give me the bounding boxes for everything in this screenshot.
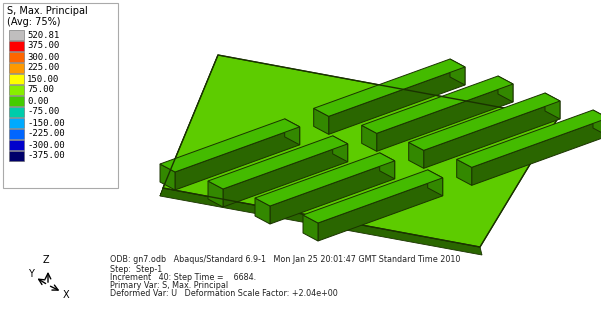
Text: 375.00: 375.00 [27, 42, 59, 51]
Text: -150.00: -150.00 [27, 119, 65, 128]
Polygon shape [160, 55, 218, 196]
Polygon shape [380, 153, 395, 179]
Polygon shape [457, 160, 472, 185]
Text: 520.81: 520.81 [27, 31, 59, 40]
Polygon shape [333, 136, 348, 162]
Text: 0.00: 0.00 [27, 97, 49, 106]
Text: Primary Var: S, Max. Principal: Primary Var: S, Max. Principal [110, 281, 228, 290]
Polygon shape [362, 76, 513, 133]
Polygon shape [208, 136, 348, 189]
Text: -300.00: -300.00 [27, 141, 65, 150]
Bar [9, 151, 24, 161]
Polygon shape [163, 55, 558, 247]
Polygon shape [223, 144, 348, 207]
Polygon shape [255, 153, 395, 206]
Bar [9, 118, 24, 128]
Polygon shape [545, 93, 560, 119]
Text: Increment   40: Step Time =    6684.: Increment 40: Step Time = 6684. [110, 273, 256, 282]
Polygon shape [314, 59, 465, 116]
Polygon shape [409, 93, 560, 151]
Polygon shape [314, 108, 329, 134]
Polygon shape [409, 142, 424, 168]
Polygon shape [593, 110, 601, 136]
Text: Z: Z [43, 255, 49, 265]
Polygon shape [270, 161, 395, 224]
Polygon shape [160, 188, 482, 255]
Polygon shape [362, 125, 377, 152]
Polygon shape [457, 110, 601, 167]
Text: 75.00: 75.00 [27, 86, 54, 95]
Bar [9, 140, 24, 150]
Bar [9, 30, 24, 40]
Text: Deformed Var: U   Deformation Scale Factor: +2.04e+00: Deformed Var: U Deformation Scale Factor… [110, 289, 338, 298]
Polygon shape [450, 59, 465, 85]
Bar [9, 129, 24, 139]
Polygon shape [175, 127, 300, 190]
Text: (Avg: 75%): (Avg: 75%) [7, 17, 61, 27]
Text: ODB: gn7.odb   Abaqus/Standard 6.9-1   Mon Jan 25 20:01:47 GMT Standard Time 201: ODB: gn7.odb Abaqus/Standard 6.9-1 Mon J… [110, 255, 460, 264]
Bar [9, 107, 24, 117]
Polygon shape [160, 164, 175, 190]
Bar [9, 74, 24, 84]
Text: 300.00: 300.00 [27, 53, 59, 62]
Polygon shape [160, 119, 300, 172]
Polygon shape [303, 215, 318, 241]
Text: -75.00: -75.00 [27, 108, 59, 117]
Polygon shape [498, 76, 513, 102]
Polygon shape [424, 101, 560, 168]
Bar [9, 96, 24, 106]
Polygon shape [285, 119, 300, 145]
Text: Y: Y [28, 269, 34, 279]
Polygon shape [472, 118, 601, 185]
Polygon shape [428, 170, 443, 196]
Polygon shape [255, 198, 270, 224]
Polygon shape [303, 170, 443, 223]
FancyBboxPatch shape [3, 3, 118, 188]
Polygon shape [208, 181, 223, 207]
Bar [9, 41, 24, 51]
Text: S, Max. Principal: S, Max. Principal [7, 6, 88, 16]
Text: X: X [63, 290, 69, 300]
Polygon shape [377, 84, 513, 152]
Text: -225.00: -225.00 [27, 130, 65, 139]
Bar [9, 63, 24, 73]
Text: Step:  Step-1: Step: Step-1 [110, 265, 162, 274]
Text: 225.00: 225.00 [27, 64, 59, 73]
Text: 150.00: 150.00 [27, 75, 59, 84]
Polygon shape [329, 67, 465, 134]
Polygon shape [318, 178, 443, 241]
Bar [9, 52, 24, 62]
Bar [9, 85, 24, 95]
Text: -375.00: -375.00 [27, 152, 65, 161]
